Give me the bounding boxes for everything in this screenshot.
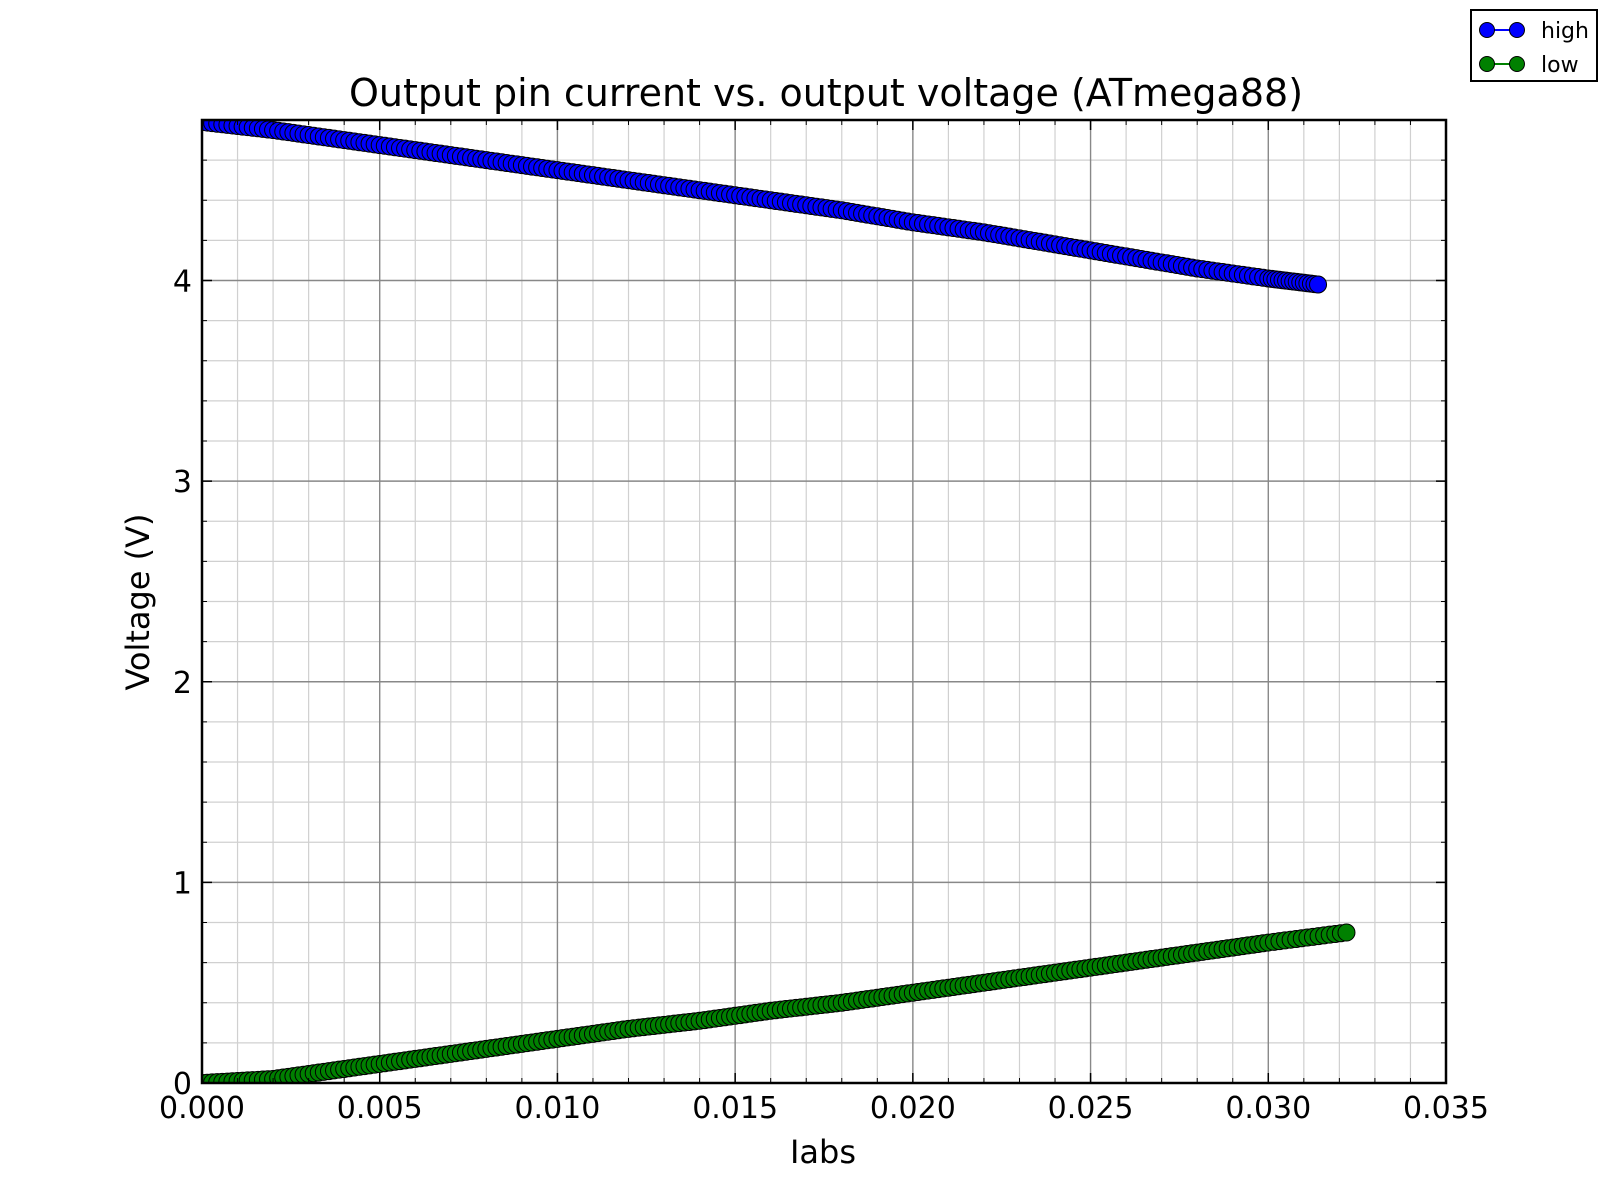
legend-item-high: high: [1479, 19, 1589, 44]
x-tick-label: 0.035: [1403, 1091, 1489, 1126]
x-tick-label: 0.010: [514, 1091, 600, 1126]
legend-marker-high: [1509, 22, 1525, 38]
tick-labels: 0.000 0.005 0.010 0.015 0.020 0.025 0.030 0.035…: [159, 265, 1489, 1127]
legend-marker-low: [1479, 56, 1495, 72]
y-tick-label: 2: [173, 666, 192, 701]
legend-item-low: low: [1479, 53, 1579, 78]
y-tick-label: 1: [173, 866, 192, 901]
legend-label-low: low: [1541, 53, 1579, 78]
series-low: [202, 923, 1356, 1083]
legend: high low: [1470, 9, 1598, 82]
y-tick-label: 4: [173, 265, 192, 300]
x-tick-label: 0.000: [159, 1091, 245, 1126]
y-tick-label: 3: [173, 465, 192, 500]
data-point-low: [1337, 923, 1356, 942]
series-high: [202, 120, 1328, 294]
x-tick-label: 0.025: [1048, 1091, 1134, 1126]
major-grid: [202, 120, 1446, 1083]
chart-title: Output pin current vs. output voltage (A…: [349, 71, 1303, 115]
legend-label-high: high: [1541, 19, 1589, 44]
data-point-high: [1309, 275, 1328, 294]
x-tick-label: 0.020: [870, 1091, 956, 1126]
series-layer: [202, 120, 1356, 1083]
ticks-layer: [201, 119, 1447, 1084]
legend-marker-low: [1509, 56, 1525, 72]
legend-marker-high: [1479, 22, 1495, 38]
y-axis-label: Voltage (V): [119, 513, 157, 690]
x-tick-label: 0.015: [692, 1091, 778, 1126]
x-tick-label: 0.005: [337, 1091, 423, 1126]
y-tick-label: 0: [173, 1067, 192, 1102]
x-axis-label: Iabs: [790, 1133, 856, 1171]
x-tick-label: 0.030: [1225, 1091, 1311, 1126]
